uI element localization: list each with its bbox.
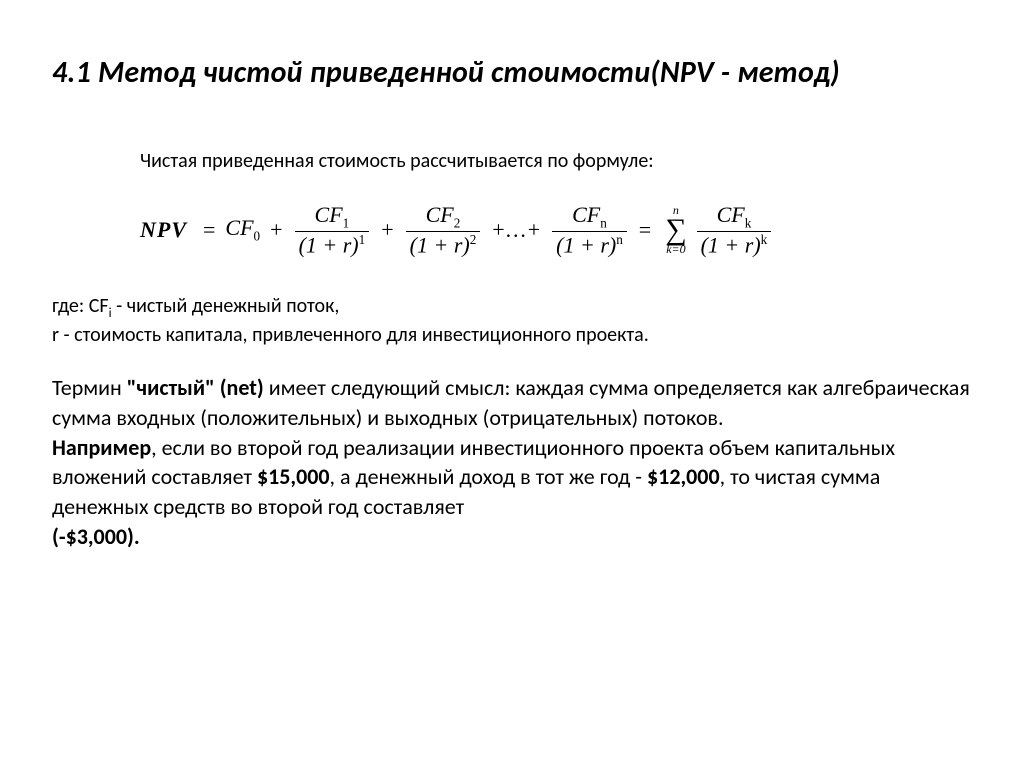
- sum-term: CFk (1 + r)k: [697, 203, 772, 257]
- slide-page: 4.1 Метод чистой приведенной стоимости(N…: [0, 0, 1024, 551]
- plus-2: +: [381, 217, 393, 243]
- formula-lhs: NPV: [140, 217, 187, 243]
- term-1: CF1 (1 + r)1: [295, 203, 370, 257]
- slide-title: 4.1 Метод чистой приведенной стоимости(N…: [52, 54, 972, 91]
- intro-text: Чистая приведенная стоимость рассчитывае…: [140, 149, 972, 173]
- term-n: CFn (1 + r)n: [552, 203, 627, 257]
- sigma-icon: ∑: [665, 216, 686, 243]
- term-cf0: CF0: [225, 215, 260, 244]
- explanation-paragraph: Термин "чистый" (net) имеет следующий см…: [52, 373, 972, 551]
- plus-1: +: [270, 217, 282, 243]
- formula-block: NPV = CF0 + CF1 (1 + r)1 + CF2 (1 + r)2 …: [140, 203, 972, 257]
- equals-sign: =: [203, 217, 215, 243]
- definitions: где: CFi - чистый денежный поток, r - ст…: [52, 293, 972, 350]
- equals-sign-2: =: [639, 217, 651, 243]
- plus-dots: +…+: [492, 217, 540, 243]
- npv-formula: NPV = CF0 + CF1 (1 + r)1 + CF2 (1 + r)2 …: [140, 203, 972, 257]
- sigma-block: n ∑ k=0: [665, 204, 686, 255]
- term-2: CF2 (1 + r)2: [406, 203, 481, 257]
